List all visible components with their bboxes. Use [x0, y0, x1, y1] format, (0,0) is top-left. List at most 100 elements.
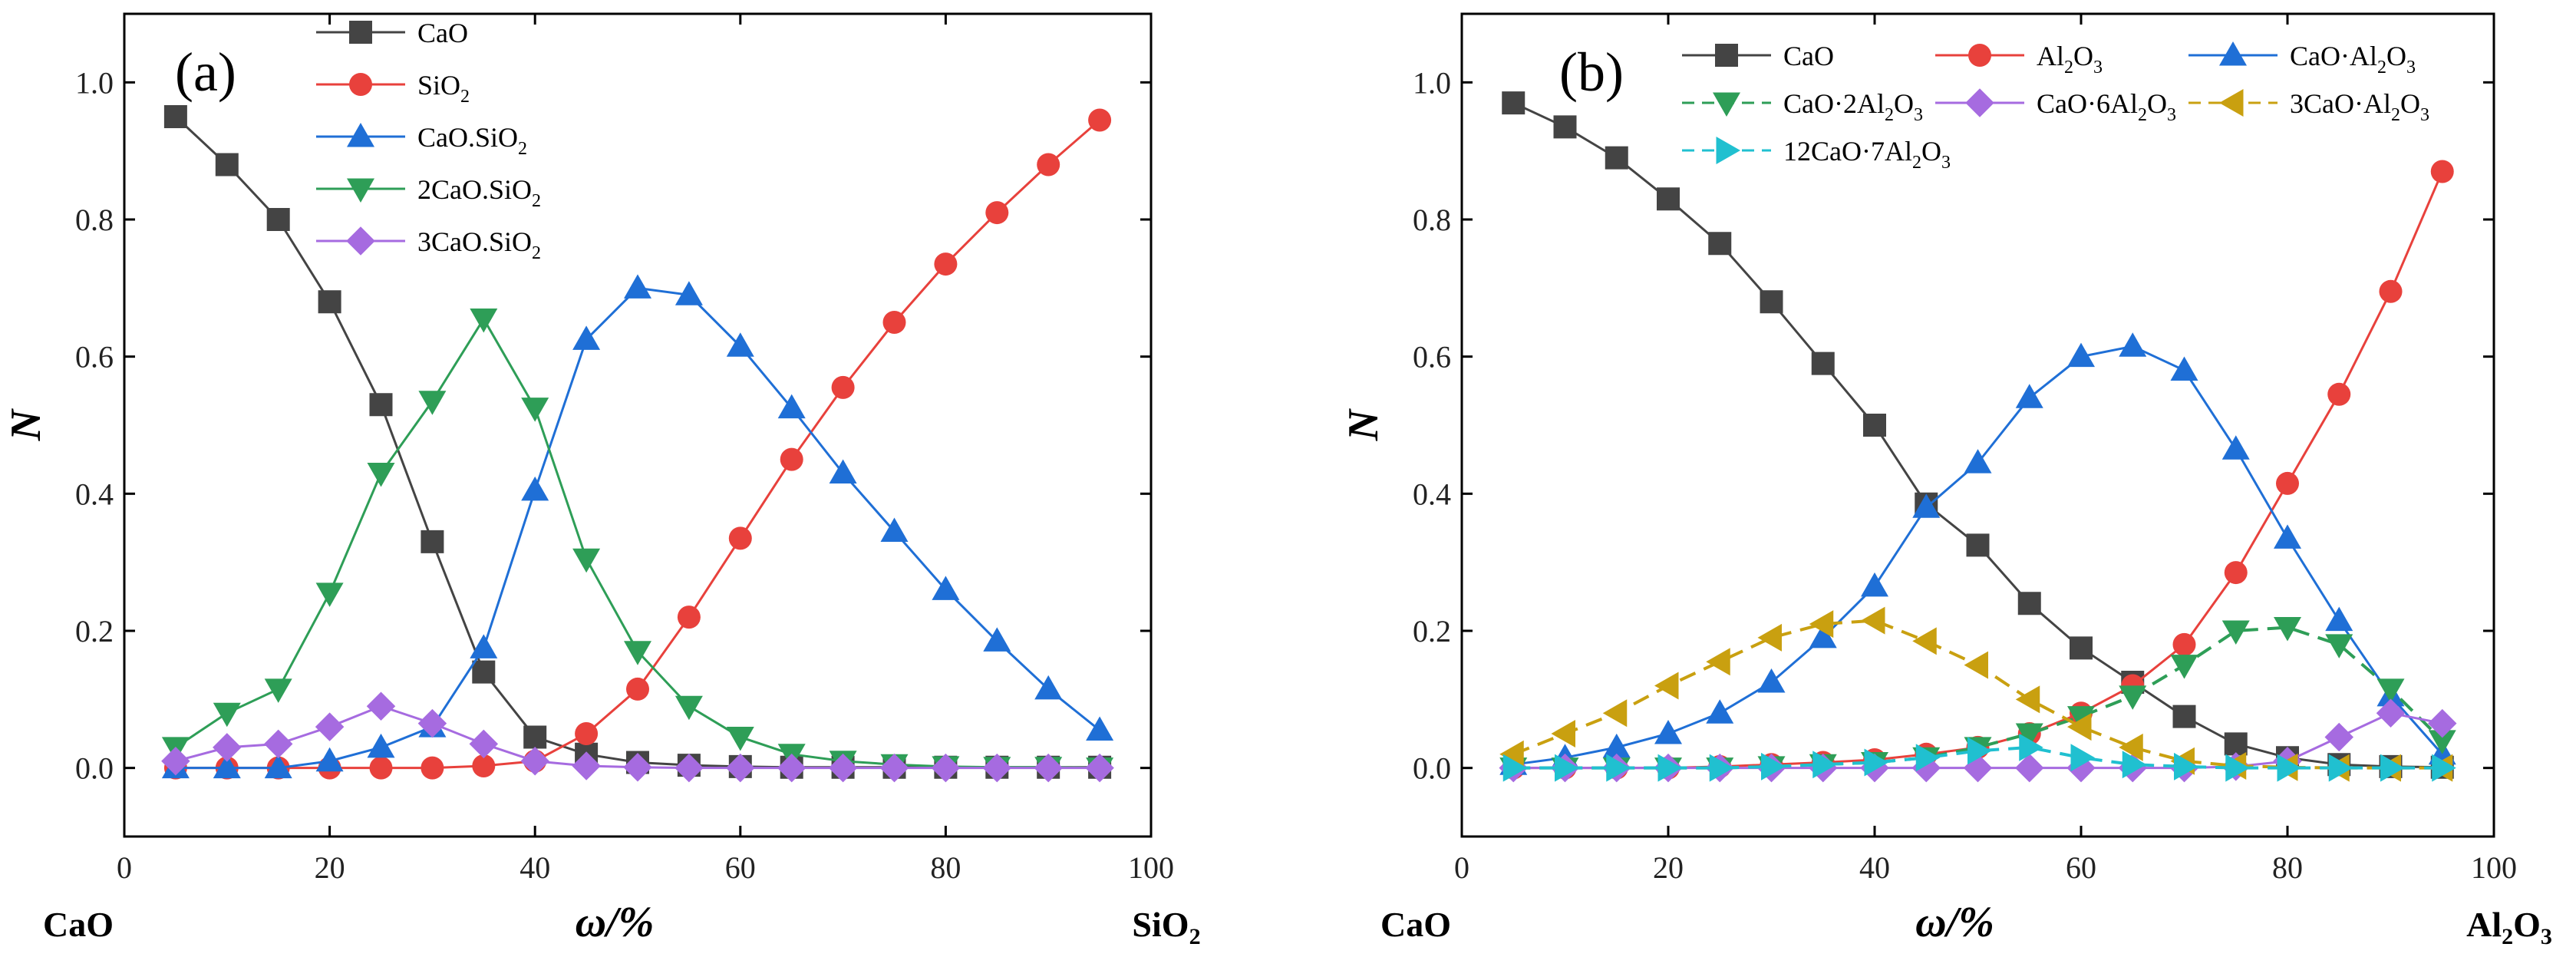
- data-point: [1602, 733, 1631, 758]
- legend-marker: [349, 21, 372, 44]
- series-line: [174, 115, 1100, 769]
- plot-frame: [1460, 12, 2495, 838]
- data-point: [1761, 752, 1786, 780]
- x-left-end-label: CaO: [1380, 905, 1451, 944]
- data-point: [1555, 754, 1579, 782]
- data-point: [1915, 744, 1941, 772]
- data-point: [626, 677, 649, 701]
- data-point: [624, 641, 651, 665]
- data-point: [2432, 754, 2456, 782]
- data-point: [1861, 606, 1885, 635]
- legend-marker: [1965, 88, 1994, 117]
- data-point: [1551, 720, 1575, 747]
- data-point: [1757, 623, 1782, 652]
- data-point: [1912, 627, 1937, 655]
- y-axis-title: N: [2, 408, 50, 441]
- data-point: [2119, 733, 2143, 761]
- panel-a: 0 20 40 60 80 100 0.0 0.2 0.4 0.6 0.8 1.0 Nω/% CaO SiO…: [2, 12, 1201, 949]
- data-point: [2015, 685, 2040, 714]
- y-tick-label: 0.8: [75, 203, 114, 237]
- data-point: [2119, 685, 2147, 710]
- data-point: [2376, 698, 2406, 728]
- data-point: [2225, 754, 2250, 782]
- data-point: [1085, 753, 1114, 783]
- data-point: [726, 753, 755, 783]
- data-point: [523, 725, 547, 749]
- x-tick-label: 0: [117, 850, 132, 885]
- data-point: [2325, 634, 2353, 658]
- data-point: [315, 747, 344, 772]
- y-tick-label: 0.2: [1413, 614, 1451, 648]
- legend-label: CaO·2Al2O3: [1783, 88, 1923, 125]
- data-point: [879, 753, 909, 783]
- data-point: [1654, 720, 1682, 744]
- data-point: [2067, 342, 2095, 368]
- data-point: [1654, 672, 1679, 700]
- data-point: [675, 281, 703, 305]
- x-tick-label: 40: [1859, 850, 1890, 885]
- data-point: [367, 733, 395, 758]
- x-tick-label: 20: [315, 850, 345, 885]
- data-point: [2379, 279, 2403, 303]
- legend-label: CaO.SiO2: [417, 122, 527, 159]
- data-point: [828, 753, 858, 783]
- y-tick-label: 0.0: [75, 751, 114, 786]
- y-tick-label: 0.2: [75, 614, 114, 648]
- series-cao: [1502, 91, 2454, 779]
- data-point: [2274, 617, 2301, 642]
- data-point: [2172, 705, 2196, 728]
- data-point: [2015, 384, 2043, 408]
- data-point: [780, 447, 803, 471]
- data-point: [2015, 723, 2043, 747]
- y-tick-label: 0.6: [1413, 340, 1451, 375]
- data-point: [2224, 561, 2248, 585]
- data-point: [572, 325, 601, 350]
- series-caoal2o3: [1499, 332, 2456, 775]
- data-point: [1499, 740, 1524, 768]
- data-point: [2172, 632, 2196, 656]
- series-3caosio2: [161, 691, 1114, 783]
- data-point: [421, 756, 444, 780]
- data-point: [985, 201, 1009, 225]
- data-point: [418, 391, 447, 415]
- x-tick-label: 20: [1653, 850, 1684, 885]
- data-point: [2428, 708, 2457, 738]
- y-tick-label: 1.0: [1413, 65, 1451, 100]
- data-point: [2324, 722, 2353, 752]
- data-point: [726, 726, 754, 751]
- data-point: [1034, 753, 1063, 783]
- legend-marker: [2219, 89, 2244, 117]
- data-point: [470, 309, 498, 333]
- data-point: [1502, 91, 1525, 115]
- series-12cao7al2o3: [1502, 733, 2456, 782]
- data-point: [2376, 678, 2405, 703]
- data-point: [2067, 713, 2092, 741]
- data-point: [2067, 706, 2095, 731]
- x-tick-label: 40: [519, 850, 550, 885]
- data-point: [315, 582, 344, 607]
- data-point: [777, 753, 806, 783]
- data-point: [215, 153, 239, 177]
- data-point: [417, 708, 447, 738]
- data-point: [1760, 290, 1783, 314]
- data-point: [1864, 748, 1888, 777]
- x-tick-label: 80: [930, 850, 961, 885]
- data-point: [2170, 655, 2198, 679]
- data-point: [2428, 730, 2456, 754]
- data-point: [421, 530, 444, 553]
- data-point: [369, 756, 393, 780]
- data-point: [263, 729, 293, 759]
- y-axis-title: N: [1340, 408, 1387, 441]
- data-point: [675, 695, 703, 721]
- data-point: [2221, 435, 2250, 460]
- data-point: [2328, 754, 2353, 782]
- data-point: [829, 459, 857, 484]
- data-point: [472, 754, 496, 777]
- data-point: [1034, 675, 1063, 700]
- legend-label: CaO: [1783, 41, 1834, 71]
- data-point: [521, 476, 549, 501]
- legend-marker: [347, 123, 374, 147]
- x-right-end-label: SiO2: [1132, 905, 1200, 949]
- x-tick-label: 60: [725, 850, 756, 885]
